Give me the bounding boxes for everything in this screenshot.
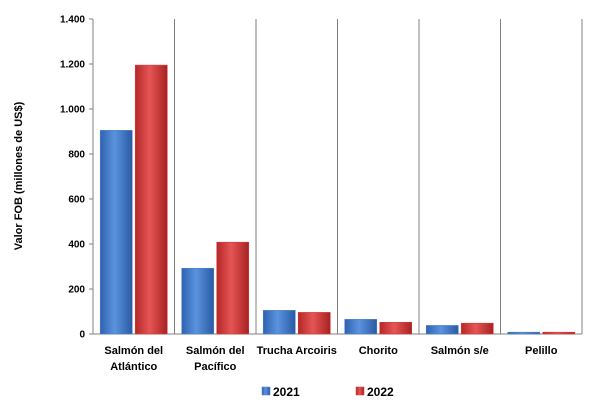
legend-label-2022: 2022 [367, 385, 394, 399]
bar-2021-4 [425, 325, 459, 335]
x-category-label-line: Pacífico [194, 361, 236, 373]
y-tick-label: 1.200 [60, 60, 85, 71]
legend-swatch-2022 [355, 386, 365, 396]
y-tick-label: 600 [68, 195, 85, 206]
bar-2022-2 [297, 312, 331, 335]
y-tick-label: 1.000 [60, 105, 85, 116]
bar-2022-0 [134, 64, 168, 335]
bar-2022-3 [379, 321, 413, 335]
x-category-label: Salmón del Pacífico [186, 345, 245, 373]
plot-area: 0 200 400 600 800 1.000 1.200 1.400 Salmón del At… [60, 15, 583, 399]
x-category-label: Chorito [359, 345, 398, 357]
bar-2022-4 [460, 322, 494, 335]
x-category-label-line: Salmón del [104, 345, 163, 357]
bar-2021-2 [262, 310, 296, 335]
x-category-label-line: Salmón del [186, 345, 245, 357]
x-category-label: Trucha Arcoiris [257, 345, 337, 357]
y-tick-label: 400 [68, 240, 85, 251]
x-category-label-line: Trucha Arcoiris [257, 345, 337, 357]
bar-2021-5 [507, 331, 541, 335]
x-category-label-line: Salmón s/e [431, 345, 489, 357]
bar-2021-3 [344, 319, 378, 335]
y-tick-label: 800 [68, 150, 85, 161]
x-category-label-line: Atlántico [110, 361, 157, 373]
y-tick-label: 1.400 [60, 15, 85, 26]
bar-2021-0 [99, 130, 133, 335]
x-category-label-line: Pelillo [525, 345, 558, 357]
x-category-label: Pelillo [525, 345, 558, 357]
x-category-label: Salmón del Atlántico [104, 345, 163, 373]
bar-2022-5 [542, 331, 576, 335]
y-tick-label: 0 [79, 330, 85, 341]
legend-swatch-2021 [261, 386, 271, 396]
y-tick-label: 200 [68, 285, 85, 296]
legend-label-2021: 2021 [273, 385, 300, 399]
x-category-label-line: Chorito [359, 345, 398, 357]
y-axis-title: Valor FOB (millones de US$) [13, 101, 25, 250]
x-category-label: Salmón s/e [431, 345, 489, 357]
bar-2022-1 [216, 241, 250, 335]
bar-2021-1 [181, 267, 215, 335]
